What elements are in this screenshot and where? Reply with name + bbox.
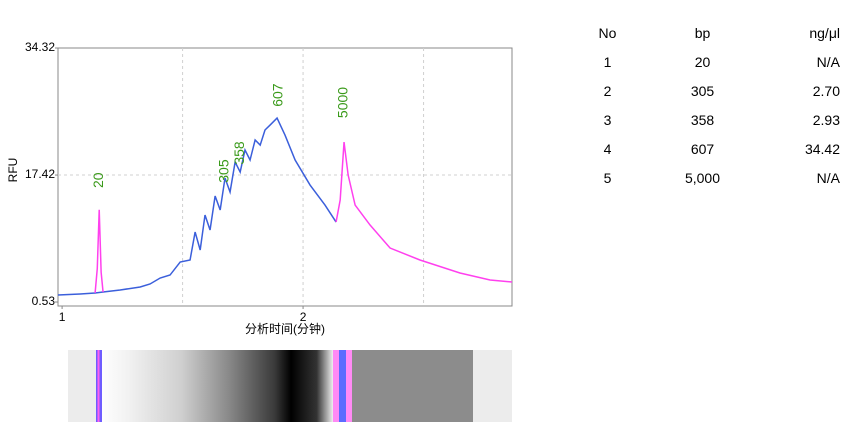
- plot-frame: [57, 47, 513, 307]
- table-cell: 607: [690, 140, 715, 157]
- trace-line: [94, 209, 104, 294]
- table-cell: 34.42: [804, 140, 840, 157]
- peak-label: 305: [216, 159, 232, 183]
- table-cell: 5: [603, 169, 612, 186]
- table-cell: 5,000: [684, 169, 721, 186]
- table-row: 4 607 34.42: [560, 134, 860, 163]
- peak-label: 5000: [335, 87, 351, 118]
- table-cell: 2.70: [812, 82, 840, 99]
- x-tick-label: 2: [300, 310, 307, 324]
- table-row: 2 305 2.70: [560, 76, 860, 105]
- gel-tail: [352, 350, 473, 422]
- table-cell: 358: [690, 111, 715, 128]
- y-tick-label: 17.42: [25, 167, 55, 181]
- gel-smear: [100, 350, 333, 422]
- y-tick-label: 0.53: [32, 294, 56, 308]
- table-row: 3 358 2.93: [560, 105, 860, 134]
- table-cell: bp: [694, 24, 711, 41]
- table-header: No bp ng/μl: [560, 18, 860, 47]
- peak-label: 607: [270, 83, 286, 107]
- trace-line: [335, 141, 513, 283]
- table-cell: 305: [690, 82, 715, 99]
- results-table: No bp ng/μl 1 20 N/A 2 305 2.70 3 358 2.93 4 607 34.42…: [560, 18, 860, 192]
- table-cell: 2.93: [812, 111, 840, 128]
- table-cell: ng/μl: [809, 24, 840, 41]
- y-tick-label: 34.32: [25, 40, 55, 54]
- trace-line: [57, 116, 337, 296]
- table-cell: 20: [694, 53, 711, 70]
- peak-label: 20: [90, 172, 106, 188]
- gel: [68, 350, 512, 422]
- gel-marker-band: [339, 350, 346, 422]
- table-cell: 4: [603, 140, 612, 157]
- gel-marker-band: [97, 350, 100, 422]
- table-cell: 3: [603, 111, 612, 128]
- peak-label: 358: [231, 141, 247, 165]
- table-row: 5 5,000 N/A: [560, 163, 860, 192]
- table-cell: N/A: [816, 53, 840, 70]
- table-row: 1 20 N/A: [560, 47, 860, 76]
- table-cell: 2: [603, 82, 612, 99]
- table-cell: No: [598, 24, 617, 41]
- x-tick-label: 1: [59, 310, 66, 324]
- x-axis-label: 分析时间(分钟): [245, 321, 325, 336]
- table-cell: 1: [603, 53, 612, 70]
- table-cell: N/A: [816, 169, 840, 186]
- y-axis-label: RFU: [6, 158, 20, 183]
